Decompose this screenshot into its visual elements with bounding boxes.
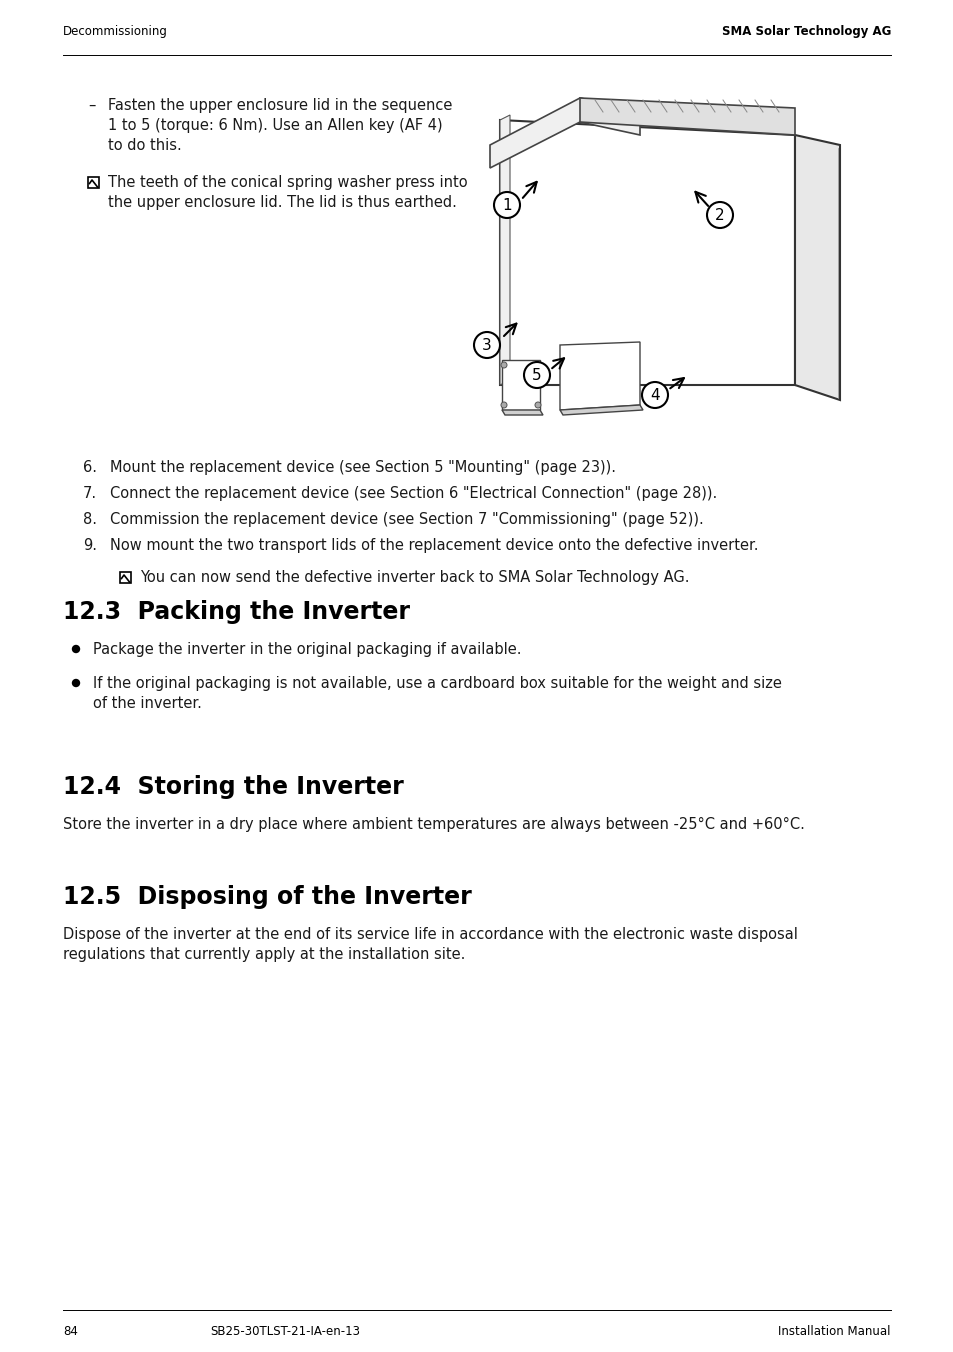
Text: 12.3  Packing the Inverter: 12.3 Packing the Inverter (63, 600, 410, 625)
Polygon shape (559, 406, 642, 415)
Circle shape (500, 362, 506, 368)
Polygon shape (579, 97, 794, 135)
Text: Commission the replacement device (see Section 7 "Commissioning" (page 52)).: Commission the replacement device (see S… (110, 512, 703, 527)
Text: to do this.: to do this. (108, 138, 182, 153)
Text: SB25-30TLST-21-IA-en-13: SB25-30TLST-21-IA-en-13 (210, 1325, 359, 1338)
Circle shape (474, 333, 499, 358)
Text: Fasten the upper enclosure lid in the sequence: Fasten the upper enclosure lid in the se… (108, 97, 452, 114)
Text: –: – (88, 97, 95, 114)
Text: 12.5  Disposing of the Inverter: 12.5 Disposing of the Inverter (63, 886, 471, 909)
Text: 6.: 6. (83, 460, 97, 475)
Circle shape (535, 362, 540, 368)
Circle shape (494, 192, 519, 218)
Text: 1 to 5 (torque: 6 Nm). Use an Allen key (AF 4): 1 to 5 (torque: 6 Nm). Use an Allen key … (108, 118, 442, 132)
Text: Decommissioning: Decommissioning (63, 24, 168, 38)
Text: 2: 2 (715, 207, 724, 223)
FancyBboxPatch shape (120, 572, 131, 583)
Text: 7.: 7. (83, 485, 97, 502)
Text: 9.: 9. (83, 538, 97, 553)
Text: 84: 84 (63, 1325, 78, 1338)
Circle shape (523, 362, 550, 388)
Polygon shape (499, 120, 794, 385)
Text: Mount the replacement device (see Section 5 "Mounting" (page 23)).: Mount the replacement device (see Sectio… (110, 460, 616, 475)
Text: 3: 3 (481, 338, 492, 353)
Polygon shape (559, 342, 639, 410)
Text: Now mount the two transport lids of the replacement device onto the defective in: Now mount the two transport lids of the … (110, 538, 758, 553)
Circle shape (641, 383, 667, 408)
Text: Package the inverter in the original packaging if available.: Package the inverter in the original pac… (92, 642, 521, 657)
FancyBboxPatch shape (88, 177, 99, 188)
Circle shape (72, 680, 79, 687)
Circle shape (500, 402, 506, 408)
Text: 8.: 8. (83, 512, 97, 527)
Text: Dispose of the inverter at the end of its service life in accordance with the el: Dispose of the inverter at the end of it… (63, 927, 797, 963)
Text: The teeth of the conical spring washer press into: The teeth of the conical spring washer p… (108, 174, 467, 191)
Polygon shape (499, 115, 510, 385)
Text: Store the inverter in a dry place where ambient temperatures are always between : Store the inverter in a dry place where … (63, 817, 804, 831)
Text: Connect the replacement device (see Section 6 "Electrical Connection" (page 28)): Connect the replacement device (see Sect… (110, 485, 717, 502)
Circle shape (706, 201, 732, 228)
Polygon shape (501, 360, 539, 410)
Text: Installation Manual: Installation Manual (778, 1325, 890, 1338)
Text: 1: 1 (501, 197, 511, 212)
Polygon shape (501, 410, 542, 415)
Text: 5: 5 (532, 368, 541, 383)
Polygon shape (490, 97, 639, 168)
Circle shape (535, 402, 540, 408)
Text: the upper enclosure lid. The lid is thus earthed.: the upper enclosure lid. The lid is thus… (108, 195, 456, 210)
Text: 4: 4 (650, 388, 659, 403)
Text: If the original packaging is not available, use a cardboard box suitable for the: If the original packaging is not availab… (92, 676, 781, 711)
Text: You can now send the defective inverter back to SMA Solar Technology AG.: You can now send the defective inverter … (140, 571, 689, 585)
Text: 12.4  Storing the Inverter: 12.4 Storing the Inverter (63, 775, 403, 799)
Text: SMA Solar Technology AG: SMA Solar Technology AG (720, 24, 890, 38)
Circle shape (72, 645, 79, 653)
Polygon shape (794, 135, 840, 400)
